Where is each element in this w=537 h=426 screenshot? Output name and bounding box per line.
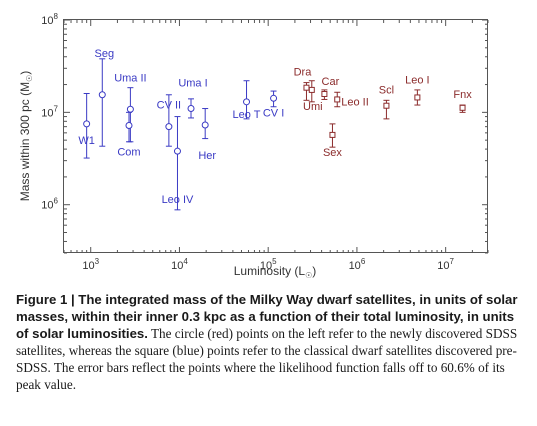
data-point-uma-ii: Uma II	[114, 72, 147, 143]
data-point-sex: Sex	[323, 123, 342, 159]
x-axis-label: Luminosity (L☉)	[234, 264, 317, 280]
point-label: Dra	[294, 67, 313, 79]
data-point-her: Her	[198, 108, 216, 162]
point-label: Her	[198, 150, 216, 162]
x-tick-label: 105	[260, 257, 277, 272]
point-label: CV II	[157, 100, 181, 112]
point-label: Scl	[379, 85, 394, 97]
axis-ticks: 103 104 105 106 107 106 107 108	[41, 12, 489, 272]
point-label: Leo II	[341, 96, 369, 108]
data-point-leo-i: Leo I	[405, 74, 430, 106]
point-marker	[83, 120, 91, 128]
point-label: Sex	[323, 147, 342, 159]
caption-title: Figure 1 | The integrated mass of the Mi…	[16, 292, 518, 341]
point-marker	[459, 104, 466, 111]
data-point-leo-iv: Leo IV	[162, 116, 194, 211]
point-label: Fnx	[453, 89, 472, 101]
point-label: Leo I	[405, 74, 429, 86]
data-point-fnx: Fnx	[453, 89, 472, 113]
data-point-w1: W1	[78, 93, 95, 159]
x-tick-label: 106	[349, 257, 366, 272]
point-label: Uma II	[114, 72, 146, 84]
x-tick-label: 103	[82, 257, 99, 272]
x-tick-label: 104	[171, 257, 188, 272]
point-marker	[270, 94, 278, 102]
point-label: Umi	[303, 101, 323, 113]
data-point-seg: Seg	[94, 48, 114, 147]
data-point-leo-ii: Leo II	[334, 91, 369, 108]
data-point-cv-ii: CV II	[157, 94, 181, 147]
point-marker	[243, 98, 251, 106]
data-point-uma-i: Uma I	[178, 78, 208, 119]
point-marker	[308, 86, 315, 93]
point-marker	[187, 105, 195, 113]
point-marker	[414, 94, 421, 101]
point-label: CV I	[263, 107, 284, 119]
x-tick-label: 107	[437, 257, 454, 272]
data-point-cv-i: CV I	[263, 90, 284, 119]
point-marker	[98, 91, 106, 99]
plot-frame	[63, 19, 488, 253]
y-tick-label: 107	[41, 104, 58, 119]
y-tick-label: 108	[41, 12, 58, 27]
point-label: Seg	[94, 48, 114, 60]
point-marker	[126, 105, 134, 113]
y-axis-label: Mass within 300 pc (M☉)	[18, 71, 34, 202]
point-marker	[329, 131, 336, 138]
data-point-scl: Scl	[379, 85, 394, 120]
point-marker	[321, 91, 328, 98]
caption-body: The circle (red) points on the left refe…	[16, 326, 518, 392]
point-marker	[334, 96, 341, 103]
point-marker	[165, 123, 173, 131]
point-label: Uma I	[178, 78, 207, 90]
figure-caption: Figure 1 | The integrated mass of the Mi…	[16, 291, 526, 393]
point-label: Car	[322, 76, 340, 88]
point-label: Leo T	[233, 109, 261, 121]
point-label: Com	[117, 147, 140, 159]
y-tick-label: 106	[41, 197, 58, 212]
data-point-dra: Dra	[294, 67, 313, 101]
point-marker	[383, 102, 390, 109]
point-label: Leo IV	[162, 194, 194, 206]
point-marker	[173, 147, 181, 155]
point-marker	[303, 84, 310, 91]
point-marker	[125, 122, 133, 130]
data-point-com: Com	[117, 111, 141, 159]
point-marker	[201, 121, 209, 129]
data-point-umi: Umi	[303, 80, 323, 113]
data-point-car: Car	[321, 76, 340, 100]
data-point-leo-t: Leo T	[233, 80, 261, 121]
point-label: W1	[78, 135, 95, 147]
